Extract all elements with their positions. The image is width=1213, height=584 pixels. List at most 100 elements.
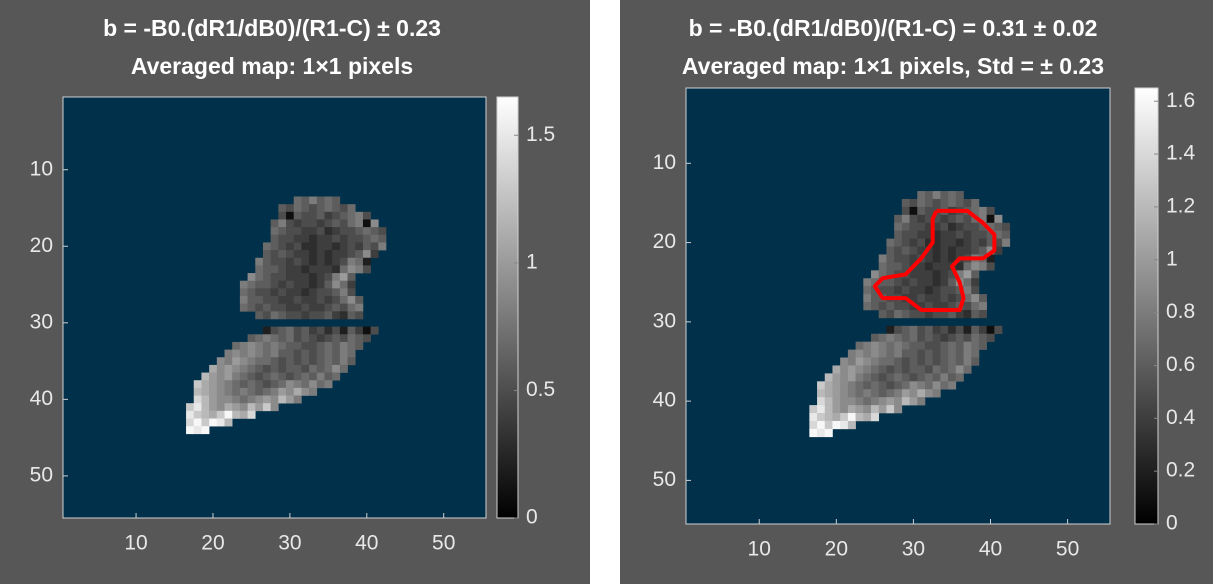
pixel <box>347 273 356 282</box>
pixel <box>940 238 949 247</box>
pixel <box>239 403 248 412</box>
colorbar-tick-label: 0.6 <box>1166 353 1195 376</box>
pixel <box>932 191 941 200</box>
pixel <box>871 405 880 414</box>
pixel <box>324 311 333 320</box>
pixel <box>216 380 225 389</box>
pixel <box>286 211 295 220</box>
pixel <box>293 211 302 220</box>
pixel <box>362 250 371 259</box>
pixel <box>278 387 287 396</box>
pixel <box>878 262 887 271</box>
pixel <box>894 365 903 374</box>
pixel <box>316 326 325 335</box>
pixel <box>232 395 241 404</box>
pixel <box>316 273 325 282</box>
pixel <box>247 395 256 404</box>
pixel <box>293 334 302 343</box>
pixel <box>1002 222 1011 231</box>
pixel <box>286 380 295 389</box>
pixel <box>293 273 302 282</box>
pixel <box>309 341 318 350</box>
pixel <box>994 325 1003 335</box>
pixel <box>924 294 933 303</box>
pixel <box>216 403 225 412</box>
pixel <box>209 418 218 427</box>
pixel <box>948 238 957 247</box>
pixel <box>955 357 964 366</box>
pixel <box>247 349 256 358</box>
pixel <box>255 265 264 274</box>
pixel <box>840 389 849 398</box>
pixel <box>239 387 248 396</box>
pixel <box>278 341 287 350</box>
pixel <box>247 380 256 389</box>
pixel <box>917 222 926 231</box>
pixel <box>855 341 864 350</box>
pixel <box>278 234 287 243</box>
pixel <box>362 227 371 236</box>
pixel <box>339 280 348 289</box>
pixel <box>332 334 341 343</box>
pixel <box>894 341 903 350</box>
pixel <box>339 219 348 228</box>
pixel <box>293 303 302 312</box>
pixel <box>347 303 356 312</box>
pixel <box>255 311 264 320</box>
pixel <box>886 405 895 414</box>
pixel <box>955 191 964 200</box>
pixel <box>201 372 210 381</box>
pixel <box>909 365 918 374</box>
pixel <box>316 227 325 236</box>
pixel <box>955 309 964 319</box>
pixel <box>878 302 887 311</box>
pixel <box>971 230 980 239</box>
pixel <box>871 333 880 342</box>
pixel <box>301 311 310 320</box>
pixel <box>901 262 910 271</box>
pixel <box>309 357 318 366</box>
pixel <box>894 357 903 366</box>
pixel <box>262 326 271 335</box>
pixel <box>894 238 903 247</box>
pixel <box>309 280 318 289</box>
pixel <box>316 372 325 381</box>
pixel <box>994 246 1003 255</box>
y-tick-label: 40 <box>30 387 53 410</box>
pixel <box>286 219 295 228</box>
pixel <box>293 242 302 251</box>
pixel <box>932 214 941 224</box>
pixel <box>901 222 910 231</box>
pixel <box>247 387 256 396</box>
pixel <box>932 198 941 208</box>
pixel <box>924 230 933 239</box>
pixel <box>262 357 271 366</box>
pixel <box>324 257 333 266</box>
pixel <box>278 280 287 289</box>
pixel <box>832 381 841 390</box>
pixel <box>362 334 371 343</box>
pixel <box>270 372 279 381</box>
pixel <box>878 278 887 287</box>
pixel <box>855 349 864 358</box>
pixel <box>278 227 287 236</box>
pixel <box>855 373 864 382</box>
pixel <box>209 395 218 404</box>
pixel <box>901 278 910 287</box>
pixel <box>955 341 964 350</box>
pixel <box>971 349 980 358</box>
pixel <box>917 238 926 247</box>
y-tick-label: 40 <box>653 389 676 412</box>
pixel <box>309 364 318 373</box>
pixel <box>871 389 880 398</box>
pixel <box>894 389 903 398</box>
pixel <box>940 294 949 303</box>
pixel <box>909 230 918 239</box>
pixel <box>817 405 826 414</box>
pixel <box>924 389 933 398</box>
pixel <box>978 302 987 311</box>
pixel <box>301 219 310 228</box>
pixel <box>917 191 926 200</box>
pixel <box>909 381 918 390</box>
pixel <box>924 254 933 263</box>
